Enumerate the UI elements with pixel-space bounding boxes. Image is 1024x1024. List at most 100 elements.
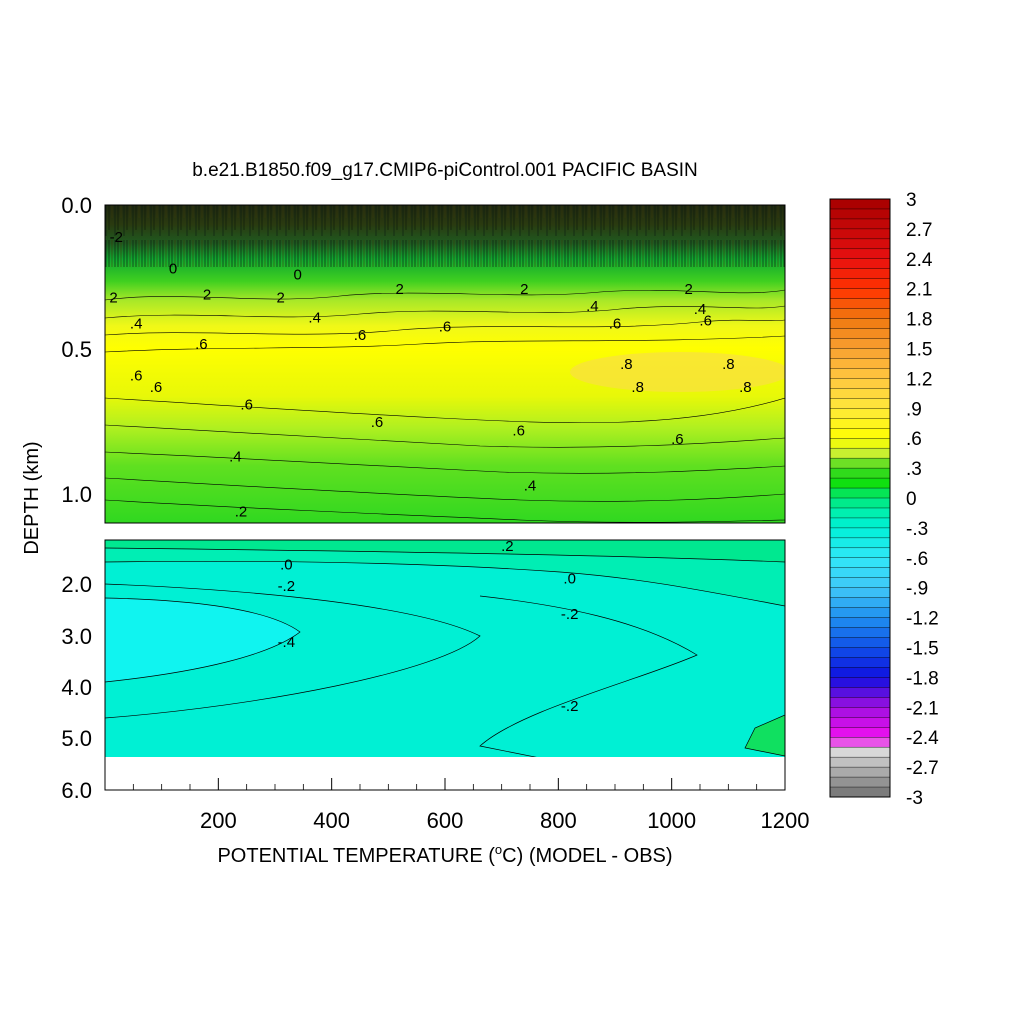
colorbar-label-6: 1.2 xyxy=(906,369,932,390)
colorbar-bin-53 xyxy=(829,727,891,738)
y-tick-lower-4: 6.0 xyxy=(61,778,92,803)
lower-contour-label-4: -.2 xyxy=(561,606,579,623)
upper-contour-label-15: .6 xyxy=(439,318,452,335)
colorbar-label-1: 2.7 xyxy=(906,220,932,241)
upper-contour-label-0: -2 xyxy=(110,229,123,246)
colorbar-frame xyxy=(829,198,891,798)
lower-contour-positive xyxy=(105,547,785,563)
x-axis-minor-ticks xyxy=(132,784,758,790)
colorbar-label-8: .6 xyxy=(906,429,922,450)
colorbar-bin-55 xyxy=(829,746,891,758)
upper-contour-label-23: .8 xyxy=(739,379,752,396)
colorbar-label-2: 2.4 xyxy=(906,250,933,271)
colorbar-bin-34 xyxy=(829,537,891,549)
colorbar-bin-30 xyxy=(829,497,891,509)
colorbar-bin-10 xyxy=(829,298,891,310)
x-tick-label-3: 800 xyxy=(540,808,577,833)
upper-contour-label-19: .6 xyxy=(150,379,163,396)
upper-contour-3 xyxy=(105,319,785,336)
colorbar-label-19: -2.7 xyxy=(906,758,939,779)
colorbar-label-17: -2.1 xyxy=(906,698,939,719)
lower-contour-minus-02-outer xyxy=(105,583,481,719)
upper-contour-5 xyxy=(105,397,785,424)
x-axis-label-tail: C) (MODEL - OBS) xyxy=(502,845,672,867)
upper-contour-label-4: 2 xyxy=(203,287,211,304)
y-tick-lower-3: 5.0 xyxy=(61,726,92,751)
upper-contour-label-25: .6 xyxy=(371,414,384,431)
lower-core-cold xyxy=(105,598,300,682)
lower-warm-patch xyxy=(744,714,785,757)
colorbar-bin-48 xyxy=(829,677,891,688)
colorbar-bin-58 xyxy=(829,776,891,788)
colorbar-bin-57 xyxy=(829,766,891,778)
colorbar-label-7: .9 xyxy=(906,399,922,420)
y-tick-lower-2: 4.0 xyxy=(61,675,92,700)
colorbar-bin-36 xyxy=(829,557,891,569)
upper-contour-4 xyxy=(105,335,785,353)
colorbar-bin-38 xyxy=(829,577,891,589)
colorbar-label-15: -1.5 xyxy=(906,639,939,660)
colorbar-bin-33 xyxy=(829,527,891,539)
colorbar-bin-13 xyxy=(829,328,891,340)
upper-contour-label-10: .4 xyxy=(308,310,321,327)
colorbar-bin-47 xyxy=(829,667,891,678)
colorbar-label-4: 1.8 xyxy=(906,310,932,331)
colorbar-bin-41 xyxy=(829,607,891,619)
y-tick-lower-1: 3.0 xyxy=(61,624,92,649)
colorbar-bin-18 xyxy=(829,378,891,389)
colorbar-bin-20 xyxy=(829,398,891,409)
colorbar-bin-22 xyxy=(829,418,891,429)
colorbar-bin-35 xyxy=(829,547,891,559)
colorbar-bin-19 xyxy=(829,388,891,399)
upper-contour-label-11: .4 xyxy=(586,298,599,315)
y-axis-label: DEPTH (km) xyxy=(21,441,43,554)
colorbar-label-0: 3 xyxy=(906,190,917,211)
lower-contour-label-3: -.2 xyxy=(278,578,296,595)
upper-contour-label-7: 2 xyxy=(520,281,528,298)
colorbar-bin-28 xyxy=(829,477,891,489)
colorbar-bin-12 xyxy=(829,318,891,330)
y-tick-upper-1: 0.5 xyxy=(61,337,92,362)
colorbar-label-11: -.3 xyxy=(906,519,928,540)
x-tick-label-4: 1000 xyxy=(647,808,696,833)
colorbar-bin-26 xyxy=(829,457,891,469)
upper-contour-2 xyxy=(105,305,785,319)
x-axis-label-main: POTENTIAL TEMPERATURE ( xyxy=(217,845,495,867)
upper-contour-label-3: 2 xyxy=(109,290,117,307)
colorbar-bin-6 xyxy=(829,258,891,270)
upper-contour-label-14: .6 xyxy=(354,327,367,344)
chart-title: b.e21.B1850.f09_g17.CMIP6-piControl.001 … xyxy=(192,160,698,181)
colorbar-bin-32 xyxy=(829,517,891,529)
x-tick-label-1: 400 xyxy=(313,808,350,833)
colorbar-bin-24 xyxy=(829,438,891,449)
colorbar-bin-0 xyxy=(829,198,891,210)
warm-core-region xyxy=(570,352,785,392)
upper-contour-label-12: .4 xyxy=(694,301,707,318)
colorbar-bin-49 xyxy=(829,687,891,698)
colorbar-bin-54 xyxy=(829,737,891,748)
colorbar-bin-25 xyxy=(829,447,891,459)
upper-contour-labels: -20 02 2 22 2 2.4.4.4.4.6.6.6.6.6.6.6.8.8.8.8… xyxy=(109,229,751,521)
upper-contour-label-30: .2 xyxy=(235,503,248,520)
colorbar-bin-8 xyxy=(829,278,891,290)
lower-contour-label-0: .0 xyxy=(280,556,293,573)
upper-contour-label-6: 2 xyxy=(395,281,403,298)
upper-contour-label-5: 2 xyxy=(276,290,284,307)
colorbar-bin-9 xyxy=(829,288,891,300)
lower-contour-minus-04 xyxy=(105,597,301,683)
colorbar-label-10: 0 xyxy=(906,489,917,510)
x-tick-label-5: 1200 xyxy=(761,808,810,833)
y-tick-upper-0: 0.0 xyxy=(61,193,92,218)
colorbar-bin-14 xyxy=(829,338,891,349)
upper-contour-1 xyxy=(105,289,785,301)
colorbar-label-18: -2.4 xyxy=(906,728,939,749)
colorbar-label-9: .3 xyxy=(906,459,922,480)
x-axis-ticks: 200 400 600 800 1000 1200 xyxy=(200,778,810,833)
upper-contour-label-21: .8 xyxy=(722,356,735,373)
colorbar-bin-3 xyxy=(829,228,891,240)
upper-contour-label-22: .8 xyxy=(631,379,644,396)
upper-contour-label-17: .6 xyxy=(699,313,712,330)
colorbar-bin-44 xyxy=(829,637,891,648)
upper-contour-label-9: .4 xyxy=(130,316,143,333)
colorbar-bin-5 xyxy=(829,248,891,260)
